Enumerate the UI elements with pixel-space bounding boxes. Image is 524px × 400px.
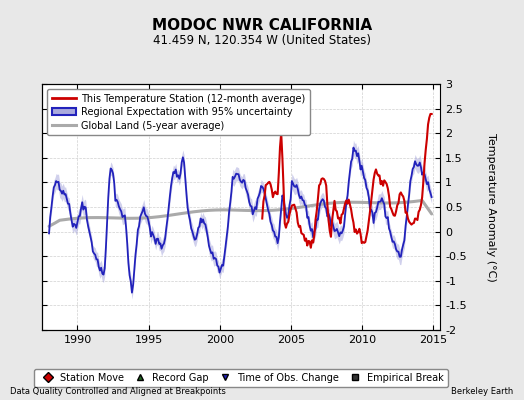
Y-axis label: Temperature Anomaly (°C): Temperature Anomaly (°C) [486,133,496,281]
Legend: Station Move, Record Gap, Time of Obs. Change, Empirical Break: Station Move, Record Gap, Time of Obs. C… [34,369,448,387]
Text: MODOC NWR CALIFORNIA: MODOC NWR CALIFORNIA [152,18,372,33]
Text: Data Quality Controlled and Aligned at Breakpoints: Data Quality Controlled and Aligned at B… [10,387,226,396]
Text: Berkeley Earth: Berkeley Earth [451,387,514,396]
Text: 41.459 N, 120.354 W (United States): 41.459 N, 120.354 W (United States) [153,34,371,47]
